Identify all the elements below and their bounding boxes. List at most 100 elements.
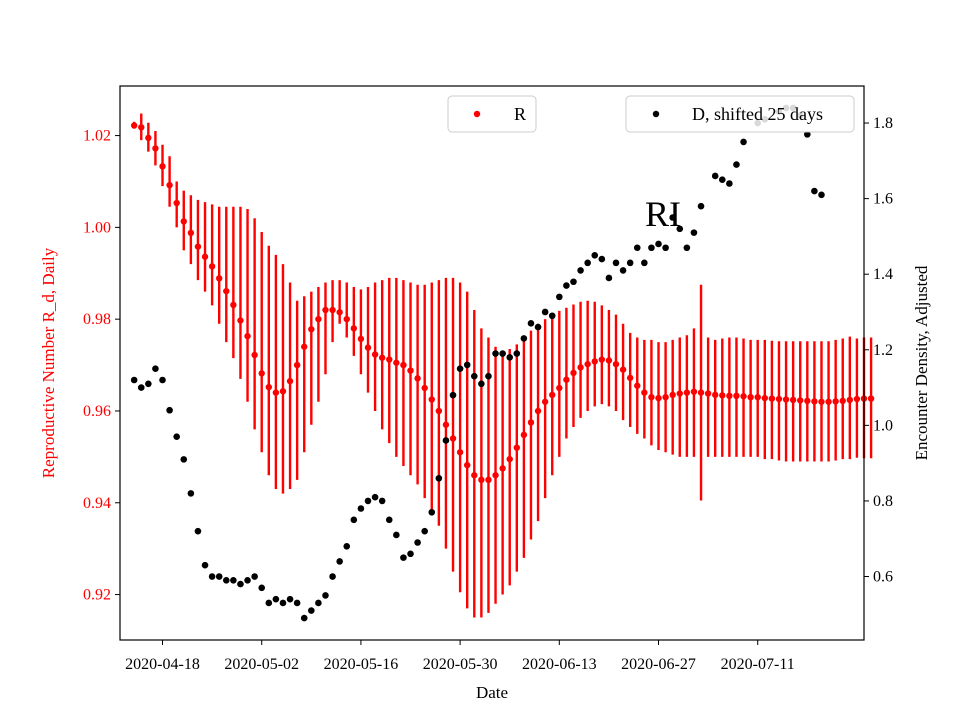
r-point: [832, 398, 839, 405]
r-point: [612, 360, 620, 368]
legend-r-box: [447, 95, 537, 133]
r-point: [378, 354, 386, 361]
d-point: [428, 508, 436, 516]
r-point: [641, 389, 648, 396]
r-point: [797, 397, 804, 404]
r-point: [329, 306, 336, 314]
d-point: [463, 361, 471, 369]
d-point: [733, 161, 740, 168]
r-point: [726, 392, 733, 400]
d-point: [272, 595, 280, 603]
d-point: [697, 202, 705, 210]
r-point: [265, 383, 272, 391]
x-tick-label: 2020-05-30: [423, 656, 498, 673]
d-point: [152, 365, 159, 372]
d-point: [208, 573, 216, 580]
d-point: [811, 187, 818, 195]
d-point: [222, 576, 230, 584]
d-point: [251, 573, 258, 580]
r-point: [308, 326, 315, 333]
left-y-tick-label: 0.92: [83, 587, 111, 604]
r-point: [464, 461, 471, 469]
d-point: [648, 244, 655, 252]
r-point: [159, 163, 166, 170]
d-point: [690, 229, 698, 236]
r-point: [393, 359, 400, 366]
r-point: [145, 134, 152, 142]
d-point: [201, 561, 209, 569]
r-point: [789, 396, 797, 404]
x-tick-label: 2020-06-13: [522, 656, 597, 673]
right-y-axis-title: Encounter Density, Adjusted: [912, 265, 931, 460]
right-y-tick-label: 1.4: [873, 266, 893, 283]
r-point: [414, 375, 421, 382]
r-point: [563, 376, 570, 383]
r-point: [485, 476, 492, 484]
r-point: [187, 229, 195, 237]
r-point: [180, 218, 187, 225]
r-point: [584, 360, 591, 368]
r-point: [386, 356, 393, 363]
d-point: [548, 312, 556, 320]
r-point: [230, 301, 237, 309]
r-point: [357, 335, 365, 343]
d-point: [393, 531, 400, 539]
d-point: [485, 372, 492, 380]
r-point: [719, 392, 726, 399]
d-point: [322, 592, 329, 599]
x-tick-label: 2020-06-27: [621, 656, 696, 673]
d-point: [166, 406, 173, 414]
d-point: [215, 573, 223, 580]
d-point: [520, 335, 528, 342]
series-d-points: [130, 104, 825, 622]
r-point: [626, 374, 634, 382]
d-point: [300, 614, 308, 622]
d-point: [570, 278, 577, 286]
legend-d-marker: [652, 110, 660, 118]
r-point: [272, 389, 280, 396]
right-y-tick-label: 1.0: [873, 417, 893, 434]
d-point: [633, 244, 641, 252]
r-point: [577, 364, 584, 371]
r-point: [804, 397, 811, 405]
d-point: [563, 282, 570, 289]
r-point: [251, 351, 258, 359]
d-point: [308, 607, 315, 614]
r-point: [655, 394, 662, 402]
d-point: [343, 542, 351, 550]
d-point: [414, 539, 421, 546]
r-point: [400, 361, 407, 369]
d-point: [655, 240, 662, 248]
d-point: [180, 456, 188, 463]
d-point: [357, 505, 365, 512]
d-point: [456, 365, 464, 372]
d-point: [130, 376, 138, 384]
r-point: [442, 421, 450, 428]
d-point: [194, 527, 202, 535]
d-point: [541, 308, 549, 316]
right-y-tick-label: 0.6: [873, 569, 893, 586]
r-point: [818, 398, 825, 405]
d-point: [818, 191, 825, 199]
r-point: [244, 332, 251, 340]
r-point: [364, 344, 372, 351]
d-point: [371, 493, 379, 501]
d-point: [591, 251, 599, 259]
r-point: [853, 395, 861, 403]
r-point: [343, 315, 350, 323]
d-point: [173, 433, 180, 440]
left-y-tick-label: 0.96: [83, 403, 111, 420]
d-point: [421, 527, 428, 535]
r-point: [534, 407, 542, 415]
r-point: [492, 472, 499, 479]
r-point: [301, 343, 308, 350]
d-point: [286, 595, 294, 603]
d-point: [584, 259, 591, 267]
r-point: [591, 358, 598, 365]
left-y-axis-title: Reproductive Number R_d, Daily: [39, 247, 58, 478]
r-point: [648, 393, 655, 401]
annotation-ri: RI: [645, 194, 681, 234]
d-point: [626, 259, 634, 267]
d-point: [711, 172, 719, 180]
